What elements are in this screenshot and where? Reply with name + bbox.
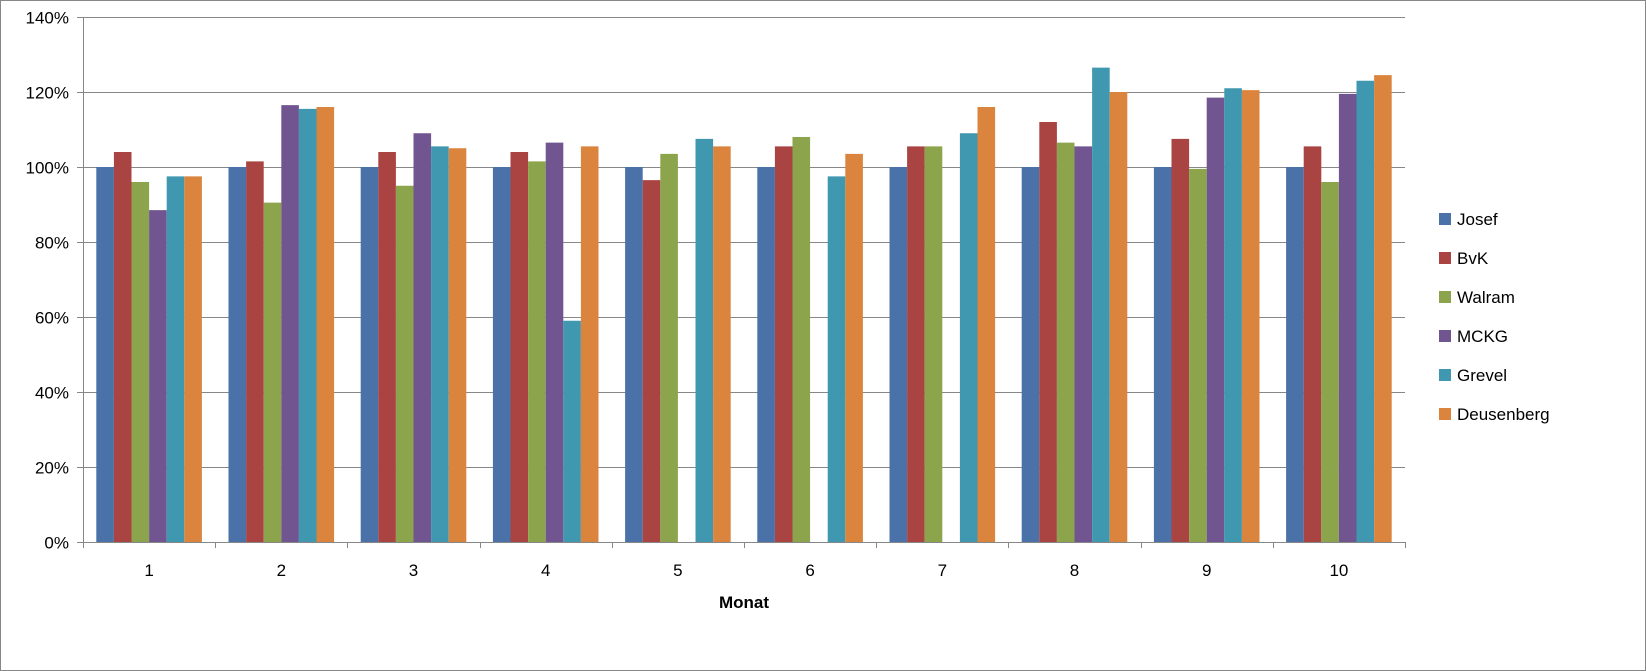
bar-deusenberg-2 xyxy=(316,107,335,542)
x-tick-label: 7 xyxy=(938,561,947,580)
legend-swatch-josef xyxy=(1439,213,1451,225)
x-tick-label: 1 xyxy=(144,561,153,580)
y-tick-label: 20% xyxy=(35,459,69,478)
legend-swatch-deusenberg xyxy=(1439,408,1451,420)
bar-grevel-8 xyxy=(1092,67,1110,543)
bar-josef-5 xyxy=(625,167,643,542)
bar-mckg-3 xyxy=(413,133,432,542)
bar-walram-10 xyxy=(1321,182,1339,542)
bar-mckg-4 xyxy=(545,142,564,543)
bar-grevel-9 xyxy=(1224,88,1242,542)
bar-grevel-1 xyxy=(166,176,185,543)
bar-josef-2 xyxy=(228,167,247,542)
x-tick-label: 8 xyxy=(1070,561,1079,580)
bar-deusenberg-3 xyxy=(448,148,467,542)
bar-bvk-2 xyxy=(246,161,264,543)
bar-mckg-9 xyxy=(1206,97,1225,543)
bar-mckg-2 xyxy=(281,105,299,543)
bar-walram-6 xyxy=(792,137,811,542)
bar-deusenberg-6 xyxy=(845,153,863,543)
bar-bvk-1 xyxy=(113,152,132,542)
bar-grevel-7 xyxy=(959,133,978,542)
bar-grevel-6 xyxy=(827,176,846,543)
y-tick-label: 40% xyxy=(35,384,69,403)
bar-walram-3 xyxy=(395,185,414,542)
bar-bvk-3 xyxy=(378,152,396,542)
y-tick-label: 120% xyxy=(26,84,69,103)
bar-walram-2 xyxy=(263,202,282,543)
bar-walram-8 xyxy=(1056,142,1075,543)
bar-bvk-7 xyxy=(907,146,925,543)
bar-deusenberg-1 xyxy=(184,176,202,543)
bar-mckg-1 xyxy=(149,210,167,543)
bar-grevel-4 xyxy=(563,320,581,542)
y-tick-labels: 0% 20% 40% 60% 80% 100% 120% 140% xyxy=(26,9,69,553)
bar-bvk-5 xyxy=(642,180,661,543)
bar-josef-1 xyxy=(96,167,114,542)
y-tick-label: 80% xyxy=(35,234,69,253)
bar-walram-9 xyxy=(1189,168,1207,543)
y-tick-label: 140% xyxy=(26,9,69,28)
bar-josef-4 xyxy=(492,167,511,542)
legend-label-bvk: BvK xyxy=(1457,249,1489,268)
bar-walram-1 xyxy=(131,182,150,542)
bar-mckg-8 xyxy=(1074,146,1093,543)
bar-deusenberg-10 xyxy=(1374,75,1392,543)
bar-grevel-3 xyxy=(431,146,449,543)
bar-grevel-2 xyxy=(298,108,317,543)
x-tick-labels: 1 2 3 4 5 6 7 8 9 10 xyxy=(144,561,1348,580)
y-tick-label: 100% xyxy=(26,159,69,178)
bar-bvk-9 xyxy=(1171,138,1190,543)
bar-josef-9 xyxy=(1153,167,1172,542)
bar-josef-8 xyxy=(1021,167,1040,542)
bar-josef-7 xyxy=(889,167,908,542)
bars xyxy=(96,67,1392,543)
y-tick-label: 0% xyxy=(44,534,69,553)
bar-deusenberg-8 xyxy=(1109,92,1128,542)
bar-grevel-10 xyxy=(1356,80,1375,542)
legend-label-josef: Josef xyxy=(1457,210,1498,229)
bar-mckg-10 xyxy=(1338,93,1357,543)
bar-bvk-6 xyxy=(774,146,793,543)
legend-label-deusenberg: Deusenberg xyxy=(1457,405,1550,424)
axes xyxy=(77,17,1406,548)
bar-walram-7 xyxy=(924,146,943,543)
bar-bvk-4 xyxy=(510,152,529,542)
legend: Josef BvK Walram MCKG Grevel Deusenberg xyxy=(1439,210,1550,424)
bar-grevel-5 xyxy=(695,138,714,543)
bar-deusenberg-7 xyxy=(977,107,996,542)
bar-josef-3 xyxy=(360,167,379,542)
bar-bvk-8 xyxy=(1039,122,1057,542)
x-tick-label: 6 xyxy=(805,561,814,580)
x-tick-label: 4 xyxy=(541,561,550,580)
x-tick-label: 5 xyxy=(673,561,682,580)
y-tick-label: 60% xyxy=(35,309,69,328)
legend-label-mckg: MCKG xyxy=(1457,327,1508,346)
legend-swatch-mckg xyxy=(1439,330,1451,342)
legend-swatch-grevel xyxy=(1439,369,1451,381)
x-axis-title: Monat xyxy=(719,593,769,612)
legend-label-walram: Walram xyxy=(1457,288,1515,307)
bar-bvk-10 xyxy=(1303,146,1322,543)
legend-swatch-walram xyxy=(1439,291,1451,303)
bar-walram-4 xyxy=(528,161,546,543)
x-tick-label: 2 xyxy=(277,561,286,580)
x-tick-label: 3 xyxy=(409,561,418,580)
x-tick-label: 10 xyxy=(1329,561,1348,580)
bar-deusenberg-9 xyxy=(1241,90,1260,543)
x-tick-label: 9 xyxy=(1202,561,1211,580)
legend-label-grevel: Grevel xyxy=(1457,366,1507,385)
bar-josef-10 xyxy=(1286,167,1304,542)
bar-deusenberg-5 xyxy=(713,146,731,543)
bar-walram-5 xyxy=(660,153,678,543)
bar-deusenberg-4 xyxy=(580,146,599,543)
legend-swatch-bvk xyxy=(1439,252,1451,264)
bar-josef-6 xyxy=(757,167,775,542)
